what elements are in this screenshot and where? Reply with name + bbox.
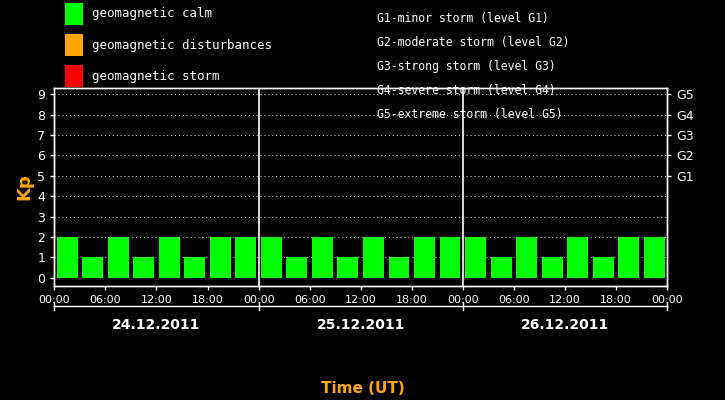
Bar bbox=[567, 237, 588, 278]
Bar bbox=[108, 237, 128, 278]
Bar bbox=[133, 258, 154, 278]
Bar bbox=[644, 237, 665, 278]
Text: 24.12.2011: 24.12.2011 bbox=[112, 318, 201, 332]
Text: G3-strong storm (level G3): G3-strong storm (level G3) bbox=[377, 60, 556, 73]
Text: G5-extreme storm (level G5): G5-extreme storm (level G5) bbox=[377, 108, 563, 121]
Text: geomagnetic storm: geomagnetic storm bbox=[92, 70, 220, 83]
Bar bbox=[236, 237, 256, 278]
Bar bbox=[57, 237, 78, 278]
Bar bbox=[389, 258, 410, 278]
Bar bbox=[82, 258, 103, 278]
Text: geomagnetic calm: geomagnetic calm bbox=[92, 8, 212, 20]
Bar bbox=[184, 258, 205, 278]
Bar bbox=[286, 258, 307, 278]
Bar bbox=[491, 258, 512, 278]
Bar bbox=[465, 237, 486, 278]
Bar bbox=[439, 237, 460, 278]
Bar bbox=[159, 237, 180, 278]
Bar bbox=[312, 237, 333, 278]
Bar bbox=[210, 237, 231, 278]
Bar bbox=[618, 237, 639, 278]
Text: geomagnetic disturbances: geomagnetic disturbances bbox=[92, 39, 272, 52]
Text: Time (UT): Time (UT) bbox=[320, 381, 405, 396]
Bar bbox=[414, 237, 435, 278]
Bar bbox=[542, 258, 563, 278]
Text: 25.12.2011: 25.12.2011 bbox=[317, 318, 405, 332]
Text: G2-moderate storm (level G2): G2-moderate storm (level G2) bbox=[377, 36, 570, 49]
Text: G1-minor storm (level G1): G1-minor storm (level G1) bbox=[377, 12, 549, 25]
Bar bbox=[261, 237, 282, 278]
Bar bbox=[516, 237, 537, 278]
Bar bbox=[363, 237, 384, 278]
Bar bbox=[337, 258, 358, 278]
Text: G4-severe storm (level G4): G4-severe storm (level G4) bbox=[377, 84, 556, 97]
Y-axis label: Kp: Kp bbox=[15, 174, 33, 200]
Text: 26.12.2011: 26.12.2011 bbox=[521, 318, 609, 332]
Bar bbox=[593, 258, 613, 278]
